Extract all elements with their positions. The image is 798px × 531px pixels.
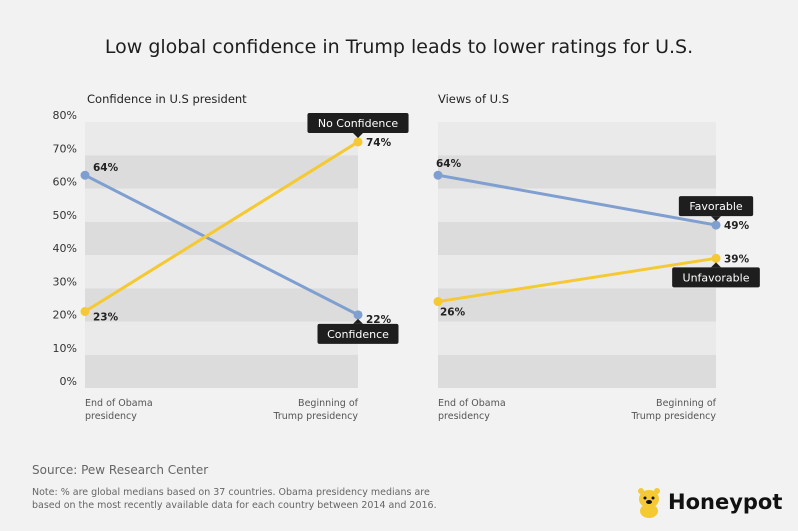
page-title: Low global confidence in Trump leads to …: [104, 36, 694, 58]
series-line: [436, 173, 718, 227]
y-tick-label: 60%: [53, 176, 77, 189]
series-callout: [672, 267, 760, 288]
y-tick-label: 0%: [60, 375, 77, 388]
data-point: [353, 137, 363, 147]
grid-band: [438, 122, 716, 156]
panel-title: Confidence in U.S president: [87, 92, 247, 106]
x-tick-label: Beginning of: [656, 398, 717, 409]
data-label: 49%: [724, 220, 750, 232]
y-tick-label: 10%: [53, 342, 77, 355]
data-label: 22%: [366, 314, 392, 326]
data-point: [711, 253, 721, 263]
grid-band: [438, 255, 716, 289]
data-point: [80, 307, 90, 317]
data-label: 23%: [93, 312, 119, 324]
data-point: [711, 220, 721, 230]
grid-band: [85, 188, 358, 222]
series-line: [436, 256, 718, 304]
grid-band: [85, 321, 358, 355]
data-label: 39%: [724, 253, 750, 265]
x-tick-label: Trump presidency: [272, 411, 358, 422]
series-callout: [307, 112, 409, 133]
panel-title: Views of U.S: [438, 92, 509, 106]
series-name-label: Favorable: [689, 200, 743, 213]
grid-band: [438, 288, 716, 322]
grid-band: [438, 221, 716, 255]
brand-name: Honeypot: [668, 490, 783, 514]
callout-pointer: [353, 318, 363, 324]
series-line: [83, 140, 360, 314]
data-point: [80, 170, 90, 180]
grid-band: [85, 354, 358, 388]
data-point: [353, 310, 363, 320]
series-callout: [317, 323, 399, 344]
series-name-label: No Confidence: [318, 117, 399, 130]
callout-pointer: [353, 132, 363, 138]
series-line: [83, 173, 360, 317]
note-text: Note: % are global medians based on 37 c…: [32, 487, 437, 511]
data-point: [433, 297, 443, 307]
callout-pointer: [711, 216, 721, 222]
data-label: 64%: [436, 158, 462, 170]
x-tick-label: End of Obama: [85, 398, 153, 409]
y-tick-label: 70%: [53, 142, 77, 155]
brand-logo: Honeypot: [636, 486, 782, 518]
y-tick-label: 40%: [53, 242, 77, 255]
x-tick-label: End of Obama: [438, 398, 506, 409]
y-tick-label: 20%: [53, 309, 77, 322]
grid-band: [85, 288, 358, 322]
y-tick-label: 80%: [53, 109, 77, 122]
data-label: 74%: [366, 137, 392, 149]
grid-band: [85, 155, 358, 189]
data-label: 26%: [440, 307, 466, 319]
y-tick-label: 50%: [53, 209, 77, 222]
source-text: Source: Pew Research Center: [32, 463, 209, 477]
grid-band: [85, 255, 358, 289]
series-name-label: Unfavorable: [683, 271, 750, 284]
bear-icon: [638, 488, 660, 518]
data-label: 64%: [93, 162, 119, 174]
data-point: [433, 170, 443, 180]
callout-pointer: [711, 262, 721, 268]
x-tick-label: Trump presidency: [630, 411, 716, 422]
x-tick-label: presidency: [438, 411, 490, 422]
x-tick-label: presidency: [85, 411, 137, 422]
x-tick-label: Beginning of: [298, 398, 359, 409]
series-name-label: Confidence: [327, 328, 389, 341]
grid-band: [438, 354, 716, 388]
y-tick-label: 30%: [53, 275, 77, 288]
grid-band: [438, 321, 716, 355]
series-callout: [678, 196, 754, 217]
